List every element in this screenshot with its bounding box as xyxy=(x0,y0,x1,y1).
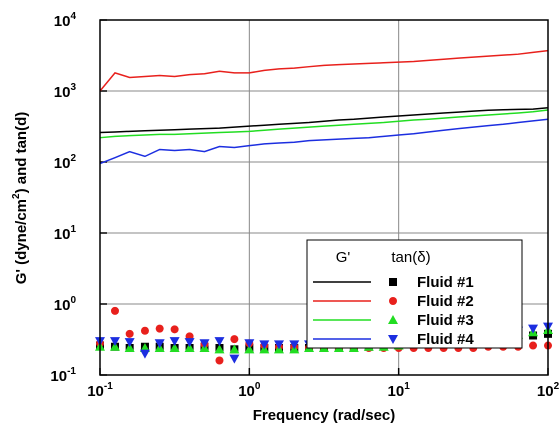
marker xyxy=(215,356,224,365)
marker xyxy=(155,324,164,333)
marker xyxy=(230,335,239,344)
tick-base: 10 xyxy=(87,383,104,400)
x-tick-label: 101 xyxy=(388,381,411,400)
marker xyxy=(170,325,179,334)
marker xyxy=(273,340,284,350)
marker xyxy=(139,349,150,359)
tick-base: 10 xyxy=(50,368,67,385)
marker xyxy=(389,297,397,305)
legend-header: G' xyxy=(336,249,351,266)
legend-box xyxy=(306,239,523,349)
tick-base: 10 xyxy=(54,84,71,101)
series-line xyxy=(99,49,549,92)
tick-exponent: 2 xyxy=(70,153,76,164)
marker xyxy=(125,329,134,338)
y-axis-label: G' (dyne/cm2) and tan(d) xyxy=(11,112,30,284)
y-tick-label: 102 xyxy=(54,153,77,172)
tick-exponent: -1 xyxy=(67,366,76,377)
y-label-part: ) and tan(d) xyxy=(13,112,30,194)
y-tick-label: 100 xyxy=(54,295,77,314)
tick-base: 10 xyxy=(54,13,71,30)
plot-frame xyxy=(99,19,549,376)
tick-exponent: 2 xyxy=(554,381,560,392)
marker xyxy=(229,354,240,364)
marker xyxy=(244,339,255,349)
marker xyxy=(229,344,240,354)
legend-label: Fluid #2 xyxy=(417,293,474,310)
series-line xyxy=(99,107,549,134)
tick-exponent: 0 xyxy=(70,295,76,306)
tick-base: 10 xyxy=(54,155,71,172)
marker xyxy=(529,341,538,350)
tick-base: 10 xyxy=(54,226,71,243)
x-tick-label: 100 xyxy=(238,381,261,400)
marker xyxy=(244,344,255,354)
marker xyxy=(109,341,120,351)
y-tick-label: 10-1 xyxy=(50,366,76,385)
tick-exponent: 4 xyxy=(70,11,76,22)
marker xyxy=(214,344,225,354)
legend-label: Fluid #1 xyxy=(417,274,474,291)
x-tick-label: 102 xyxy=(537,381,560,400)
tick-exponent: 0 xyxy=(255,381,261,392)
marker xyxy=(388,335,398,344)
marker xyxy=(199,339,210,349)
tick-exponent: 1 xyxy=(70,224,76,235)
series-line xyxy=(99,118,549,165)
legend: G' tan(δ) Fluid #1 Fluid #2 Fluid #3 Fluid #4 xyxy=(306,239,523,349)
marker xyxy=(214,337,225,347)
tick-base: 10 xyxy=(54,297,71,314)
y-tick-label: 101 xyxy=(54,224,77,243)
y-label-part: G' (dyne/cm xyxy=(13,199,30,284)
series-line xyxy=(99,109,549,139)
tick-exponent: 1 xyxy=(404,381,410,392)
marker xyxy=(184,343,195,353)
marker xyxy=(140,326,149,335)
x-tick-label: 10-1 xyxy=(87,381,113,400)
marker xyxy=(110,306,119,315)
tick-exponent: -1 xyxy=(104,381,113,392)
tick-exponent: 3 xyxy=(70,82,76,93)
y-label-superscript: 2 xyxy=(11,193,22,199)
legend-label: Fluid #3 xyxy=(417,312,474,329)
marker xyxy=(528,324,539,334)
legend-header: tan(δ) xyxy=(391,249,430,266)
y-tick-label: 103 xyxy=(54,82,77,101)
x-axis-label: Frequency (rad/sec) xyxy=(253,407,396,424)
tick-base: 10 xyxy=(238,383,255,400)
y-tick-label: 104 xyxy=(54,11,77,30)
marker xyxy=(388,315,398,324)
tick-base: 10 xyxy=(388,383,405,400)
marker xyxy=(184,338,195,348)
marker xyxy=(124,343,135,353)
marker xyxy=(154,339,165,349)
legend-label: Fluid #4 xyxy=(417,331,474,348)
marker xyxy=(289,340,300,350)
marker xyxy=(259,340,270,350)
marker xyxy=(169,343,180,353)
marker xyxy=(389,278,397,286)
tick-base: 10 xyxy=(537,383,554,400)
marker xyxy=(169,337,180,347)
marker xyxy=(124,338,135,348)
marker xyxy=(109,337,120,347)
